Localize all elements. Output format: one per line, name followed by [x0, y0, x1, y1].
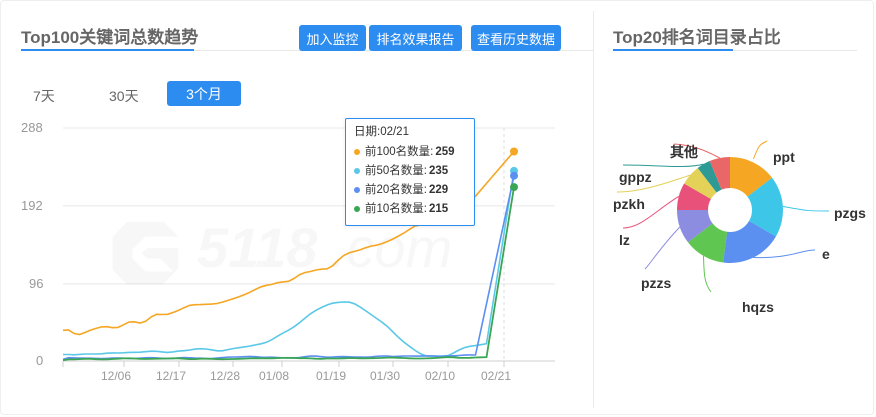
svg-text:5118: 5118 — [197, 216, 318, 279]
